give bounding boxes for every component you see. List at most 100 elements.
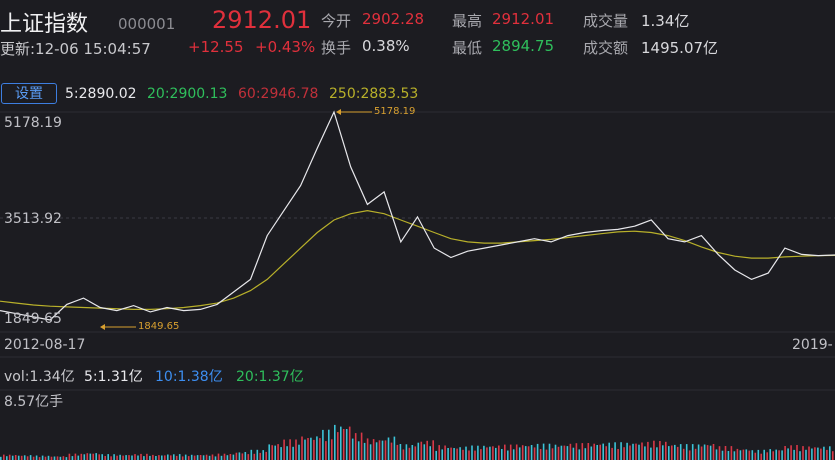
volume-bar xyxy=(205,454,208,460)
volume-bar xyxy=(593,443,595,460)
volume-bar xyxy=(235,452,238,460)
volume-bar xyxy=(32,456,35,460)
volume-bar xyxy=(608,442,610,460)
volume-bar xyxy=(399,444,402,460)
volume-bar xyxy=(310,437,312,460)
volume-bar xyxy=(629,445,631,460)
volume-bar xyxy=(199,455,202,460)
volume-bar xyxy=(530,445,533,460)
volume-bar xyxy=(244,452,247,460)
volume-bar xyxy=(471,445,473,460)
volume-bar xyxy=(190,454,193,460)
volume-bar xyxy=(8,454,11,460)
volume-bar xyxy=(304,439,306,460)
volume-bar xyxy=(512,449,515,460)
volume-bar xyxy=(486,447,488,460)
index-code: 000001 xyxy=(118,15,176,33)
y-axis-bottom: 1849.65 xyxy=(4,311,62,327)
settings-button[interactable]: 设置 xyxy=(1,83,57,104)
volume-bar xyxy=(155,456,157,460)
volume-bar xyxy=(354,433,357,460)
volume-bar xyxy=(331,439,333,460)
volume-bar xyxy=(709,445,712,460)
volume-bar xyxy=(790,445,792,460)
volume-bar xyxy=(760,453,762,460)
volume-bar xyxy=(334,424,336,460)
volume-bar xyxy=(26,456,29,460)
volume-bar xyxy=(814,447,816,460)
high-label: 最高 xyxy=(452,12,483,30)
volume-bar xyxy=(745,449,748,460)
volume-bar xyxy=(647,441,649,460)
volume-bar xyxy=(584,448,587,460)
volume-bar xyxy=(187,456,190,460)
volume-bar xyxy=(325,441,327,460)
volume-max-label: 8.57亿手 xyxy=(4,394,64,410)
volume-bar xyxy=(614,442,616,460)
volume-bar xyxy=(566,446,569,460)
volume-bar xyxy=(447,448,449,460)
volume-bar xyxy=(181,456,184,460)
volume-bar xyxy=(721,450,724,460)
volume-bar xyxy=(766,452,768,460)
volume-bar xyxy=(107,454,109,460)
volume-bar xyxy=(676,446,679,460)
volume-bar xyxy=(319,438,321,460)
volume-bar xyxy=(674,444,676,460)
volume-bars xyxy=(0,424,834,460)
volume-bar xyxy=(414,446,417,460)
volume-bar xyxy=(232,454,235,460)
volume-bar xyxy=(763,449,765,460)
volume-bar xyxy=(375,442,378,460)
volume-bar xyxy=(322,429,324,460)
volume-bar xyxy=(429,446,431,460)
volume-bar xyxy=(161,455,163,460)
volume-bar xyxy=(474,450,476,460)
volume-bar xyxy=(59,456,62,460)
volume-bar xyxy=(143,456,145,460)
volume-bar xyxy=(527,446,530,460)
volume-bar xyxy=(775,449,777,460)
volume-bar xyxy=(551,448,554,460)
volume-bar xyxy=(173,454,175,460)
volume-bar xyxy=(53,456,56,460)
volume-bar xyxy=(298,444,300,460)
volume-bar xyxy=(635,443,637,460)
volume-bar xyxy=(259,452,261,460)
volume-bar xyxy=(423,444,426,460)
volume-bar xyxy=(378,440,381,460)
volume-bar xyxy=(393,436,396,460)
volume-bar xyxy=(98,454,100,460)
volume-bar xyxy=(465,446,467,460)
peak-arrow-icon xyxy=(336,109,341,115)
volume-bar xyxy=(256,449,259,460)
volume-bar xyxy=(295,439,297,460)
turnover-value: 0.38% xyxy=(362,37,410,55)
volume-bar xyxy=(832,451,834,460)
volume-bar xyxy=(23,455,26,460)
volume-bar xyxy=(402,449,405,460)
volume-bar xyxy=(662,445,664,460)
volume-bar xyxy=(685,444,688,460)
volume-bar xyxy=(11,455,14,460)
ma20-label: 20:2900.13 xyxy=(147,86,228,102)
volume-bar xyxy=(778,450,780,460)
volume-bar xyxy=(438,445,440,460)
volume-bar xyxy=(590,446,593,460)
volume-bar xyxy=(459,447,461,460)
volume-bar xyxy=(563,445,566,460)
volume-bar xyxy=(193,455,196,460)
volume-bar xyxy=(337,432,339,460)
volume-bar xyxy=(435,450,437,460)
volume-bar xyxy=(238,452,241,460)
volume-bar xyxy=(6,456,8,460)
volume-bar xyxy=(602,443,604,460)
volume-bar xyxy=(50,456,53,460)
volume-bar xyxy=(665,441,667,460)
volume-bar xyxy=(799,451,801,460)
volume-bar xyxy=(554,444,557,460)
vol-ma20-label: 20:1.37亿 xyxy=(236,369,304,385)
volume-bar xyxy=(480,449,482,460)
low-marker: 1849.65 xyxy=(138,321,180,332)
